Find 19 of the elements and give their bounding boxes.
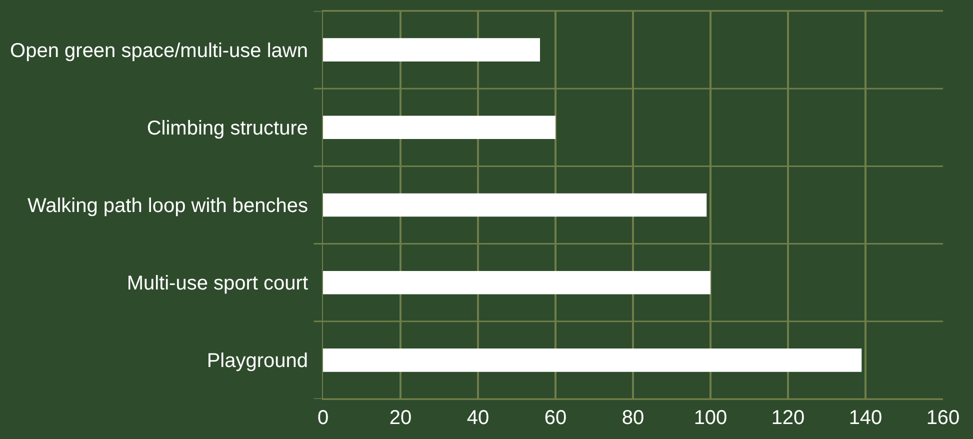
x-tick-label: 20 [389,407,412,429]
bar [323,116,556,140]
y-tick-label: Multi-use sport court [126,272,308,295]
y-tick-label: Open green space/multi-use lawn [10,40,308,62]
x-tick-label: 100 [694,407,728,429]
x-tick-label: 40 [466,407,490,429]
x-tick-label: 160 [926,407,960,429]
x-tick-label: 120 [771,407,805,429]
bar [323,193,707,217]
x-tick-label: 60 [544,407,567,429]
x-tick-label: 140 [848,407,882,429]
y-tick-label: Walking path loop with benches [27,195,308,217]
bar [323,270,710,294]
y-tick-label: Climbing structure [146,117,308,140]
y-tick-label: Playground [206,350,308,372]
x-tick-label: 80 [622,407,644,429]
x-tick-label: 0 [317,407,329,429]
bar [323,38,540,62]
bar [323,348,862,372]
